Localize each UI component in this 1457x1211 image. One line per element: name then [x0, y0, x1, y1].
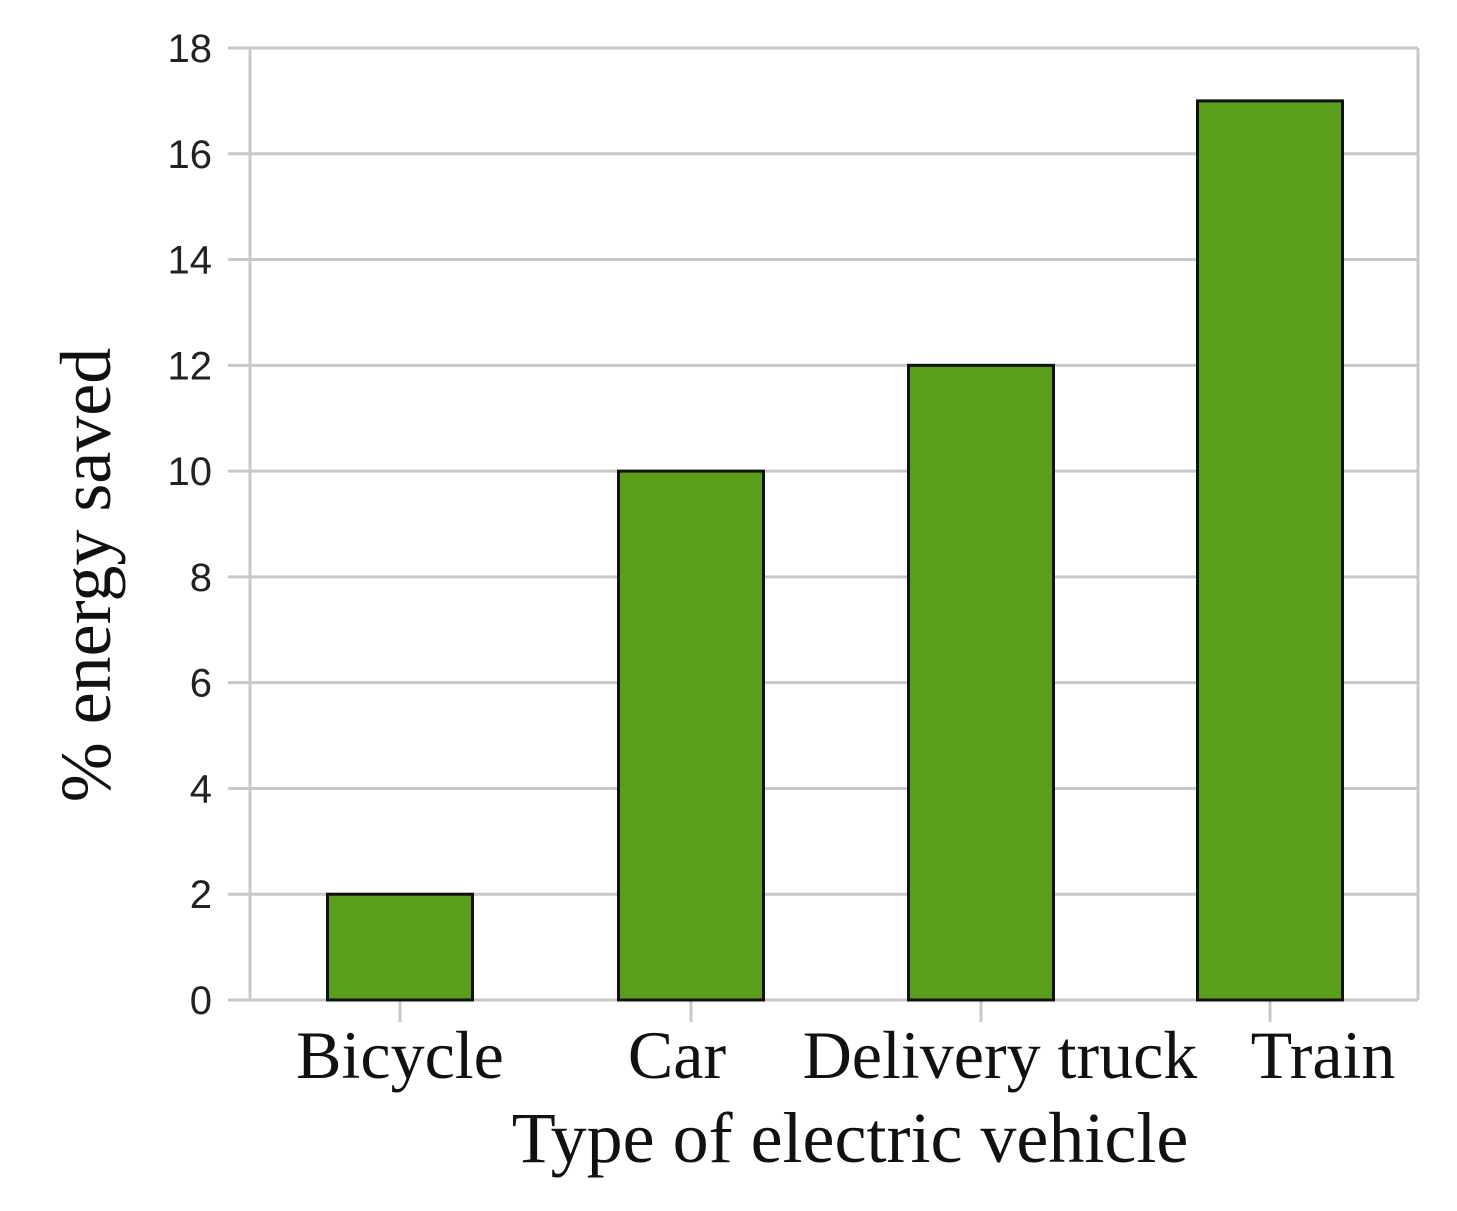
y-tick-label: 4	[190, 767, 212, 811]
bars	[326, 99, 1344, 1002]
y-tick-label: 2	[190, 873, 212, 917]
y-tick-label: 18	[168, 27, 213, 71]
y-tick-label: 6	[190, 662, 212, 706]
x-tick-label: Car	[628, 1017, 727, 1093]
y-tick-label: 8	[190, 556, 212, 600]
y-tick-label: 12	[168, 344, 213, 388]
bar-bicycle	[326, 892, 474, 1002]
bar-car	[617, 469, 765, 1002]
bar-delivery-truck	[907, 363, 1055, 1002]
y-axis-title: % energy saved	[46, 348, 126, 803]
x-tick-label: Train	[1251, 1017, 1396, 1093]
bar-train	[1196, 99, 1344, 1002]
x-tick-labels: Bicycle Car Delivery truck Train	[296, 1017, 1395, 1093]
y-tick-label: 14	[168, 239, 213, 283]
x-tick-label: Bicycle	[296, 1017, 504, 1093]
x-axis-title: Type of electric vehicle	[512, 1098, 1189, 1178]
y-tick-label: 0	[190, 979, 212, 1023]
y-tick-label: 16	[168, 133, 213, 177]
y-tick-labels: 0 2 4 6 8 10 12 14 16 18	[168, 27, 213, 1023]
x-tick-label: Delivery truck	[803, 1017, 1198, 1093]
y-tick-label: 10	[168, 450, 213, 494]
